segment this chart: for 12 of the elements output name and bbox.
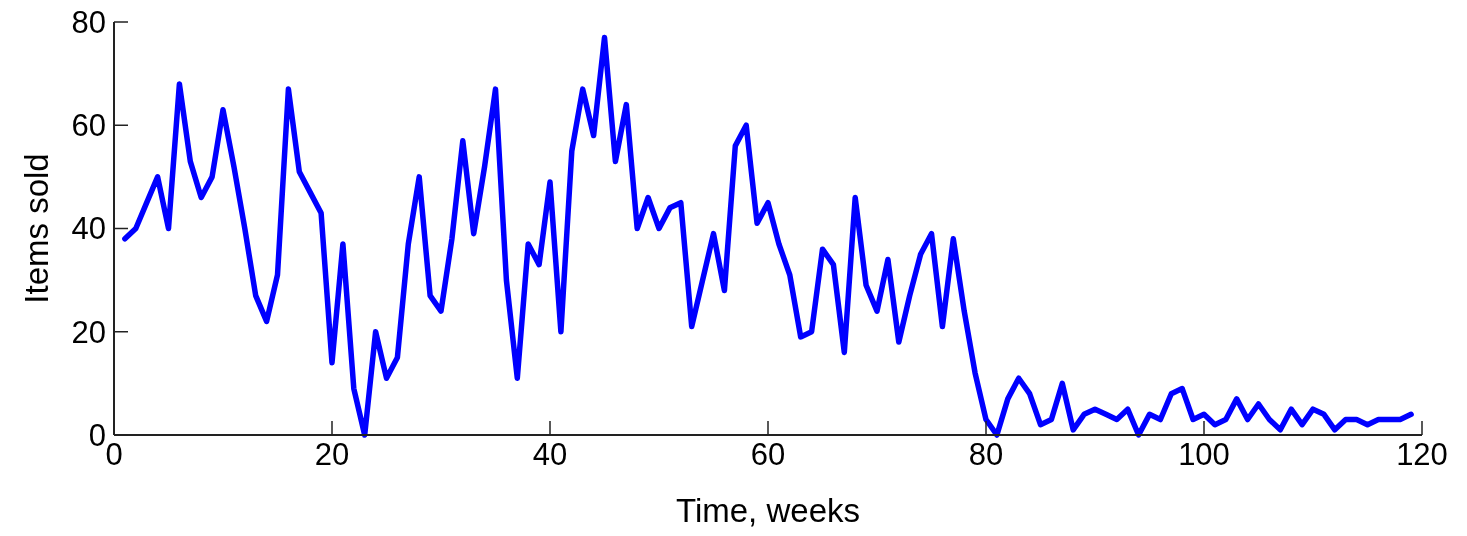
x-tick-label: 60 bbox=[750, 437, 786, 472]
y-tick-label: 20 bbox=[71, 314, 106, 350]
y-axis-title: Items sold bbox=[18, 153, 55, 304]
x-axis-title: Time, weeks bbox=[676, 492, 860, 529]
x-tick-label: 120 bbox=[1396, 437, 1448, 472]
x-tick-label: 40 bbox=[532, 437, 568, 472]
x-tick-label: 100 bbox=[1178, 437, 1230, 472]
x-tick-label: 80 bbox=[968, 437, 1004, 472]
y-tick-label: 60 bbox=[71, 108, 106, 144]
y-tick-label: 80 bbox=[71, 4, 106, 40]
y-tick-label: 40 bbox=[71, 211, 106, 247]
x-tick-label: 20 bbox=[314, 437, 350, 472]
